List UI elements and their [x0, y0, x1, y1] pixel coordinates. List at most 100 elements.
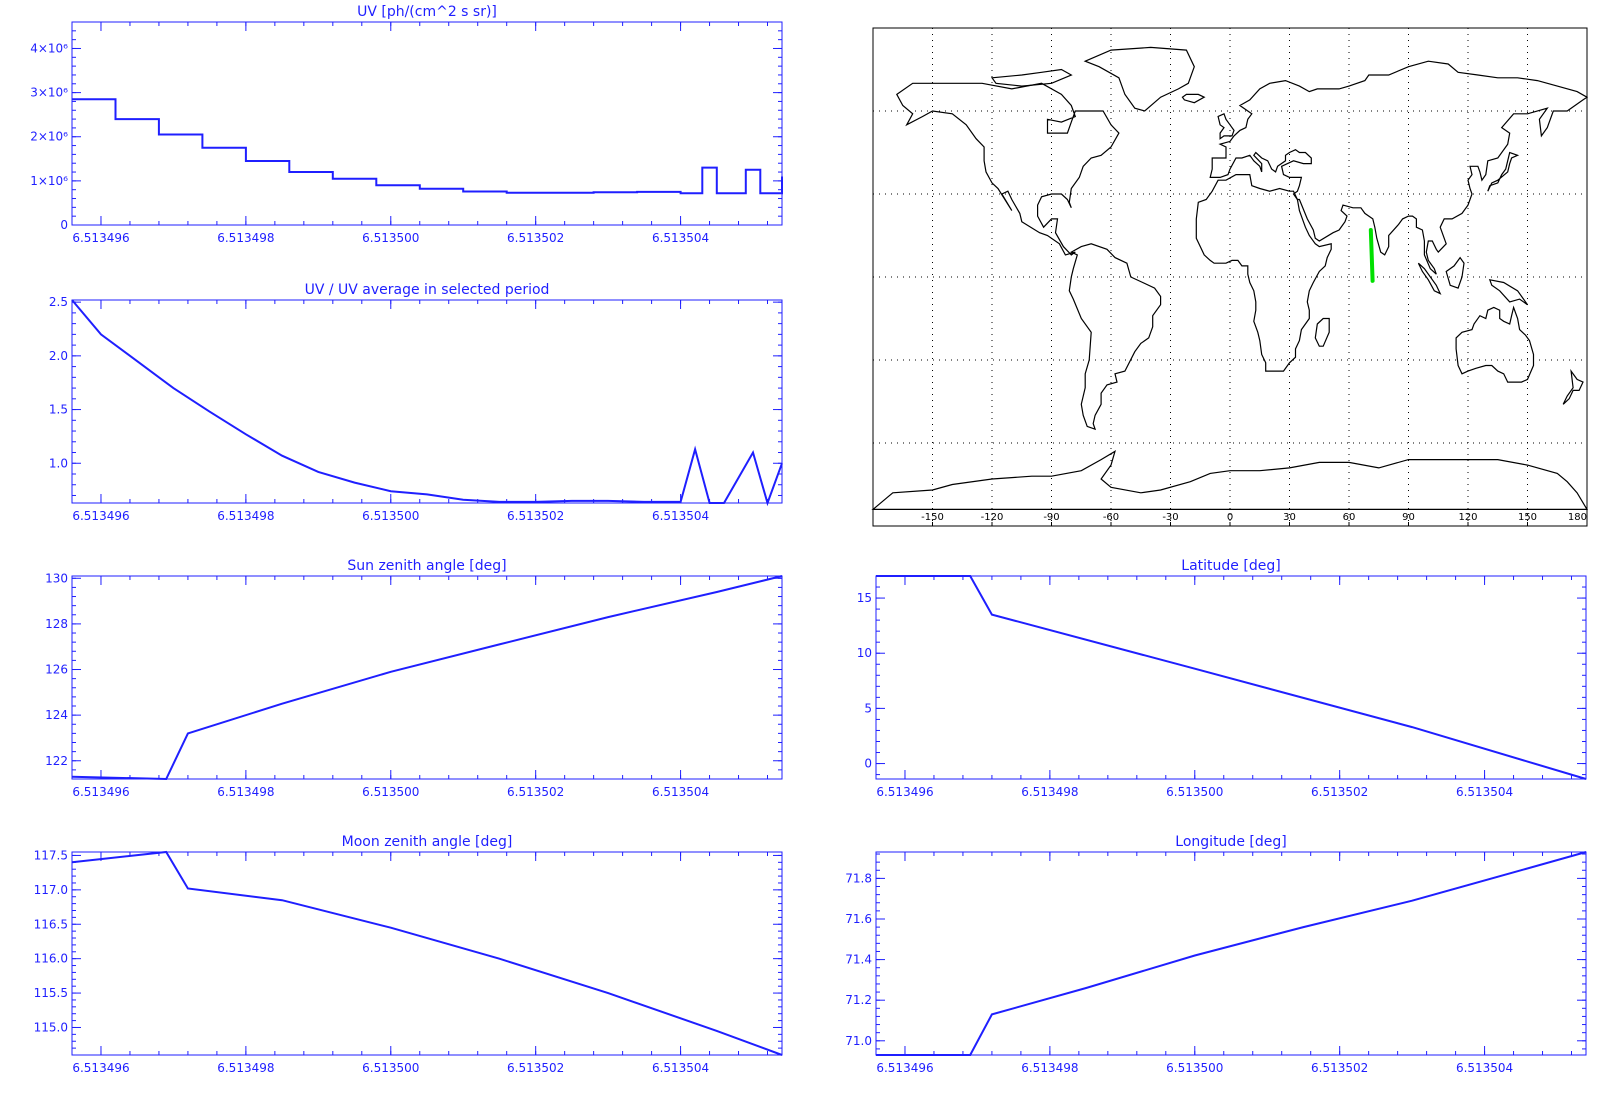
series-line: [71, 850, 783, 1056]
coastline-new-guinea: [1488, 279, 1528, 306]
map-lon-label: 60: [1343, 512, 1356, 523]
coastline-borneo: [1445, 256, 1465, 289]
x-tick-label: 6.513496: [72, 785, 129, 799]
chart-title: UV [ph/(cm^2 s sr)]: [357, 4, 497, 20]
y-tick-label: 0: [864, 757, 872, 771]
map-lon-label: 30: [1283, 512, 1296, 523]
y-tick-label: 116.5: [34, 917, 68, 931]
map-lon-label: -30: [1162, 512, 1178, 523]
y-tick-label: 71.8: [845, 871, 872, 885]
series-line: [71, 299, 783, 507]
y-tick-label: 130: [45, 571, 68, 585]
chart-uv: UV [ph/(cm^2 s sr)] 6.513496 6.513498 6.513…: [30, 4, 783, 245]
coastline-africa: [1195, 174, 1332, 372]
coastline-eurasia: [1209, 60, 1589, 275]
chart-latitude: Latitude [deg] 6.513496 6.513498 6.513500 6.…: [857, 558, 1587, 799]
x-tick-label: 6.513500: [362, 1061, 419, 1075]
chart-title: Longitude [deg]: [1175, 834, 1286, 850]
coastline-new-zealand: [1562, 368, 1584, 405]
y-tick-label: 117.5: [34, 848, 68, 862]
x-tick-label: 6.513504: [652, 231, 709, 245]
y-tick-label: 117.0: [34, 883, 68, 897]
x-tick-label: 6.513498: [217, 785, 274, 799]
world-map: -150 -120 -90 -60 -30 0 30 60 90 120 150 180: [871, 27, 1589, 527]
y-tick-label: 5: [864, 701, 872, 715]
y-tick-label: 2.0: [49, 349, 68, 363]
y-tick-label: 2×10⁶: [30, 130, 68, 144]
coastline-madagascar: [1314, 317, 1330, 347]
x-tick-label: 6.513496: [72, 1061, 129, 1075]
chart-title: Sun zenith angle [deg]: [347, 558, 506, 574]
x-tick-label: 6.513498: [217, 231, 274, 245]
x-tick-label: 6.513496: [72, 231, 129, 245]
chart-title: Latitude [deg]: [1181, 558, 1280, 574]
x-tick-label: 6.513500: [1166, 1061, 1223, 1075]
x-tick-label: 6.513500: [362, 231, 419, 245]
series-line: [71, 575, 783, 781]
x-tick-label: 6.513502: [1311, 1061, 1368, 1075]
map-lon-label: 150: [1518, 512, 1537, 523]
x-tick-label: 6.513500: [362, 509, 419, 523]
x-tick-label: 6.513504: [652, 1061, 709, 1075]
x-tick-label: 6.513502: [507, 231, 564, 245]
y-tick-label: 71.4: [845, 953, 872, 967]
series-line: [876, 851, 1587, 1056]
chart-sun_zenith: Sun zenith angle [deg] 6.513496 6.513498 6.…: [45, 558, 783, 799]
chart-title: UV / UV average in selected period: [305, 282, 550, 298]
x-tick-label: 6.513498: [1021, 1061, 1078, 1075]
y-tick-label: 3×10⁶: [30, 86, 68, 100]
coastline-iceland: [1181, 93, 1206, 104]
x-tick-label: 6.513498: [1021, 785, 1078, 799]
map-lon-label: 0: [1227, 512, 1233, 523]
x-tick-label: 6.513498: [217, 1061, 274, 1075]
coastline-south-america: [1068, 243, 1162, 431]
chart-longitude: Longitude [deg] 6.513496 6.513498 6.513500 6…: [845, 834, 1587, 1075]
x-tick-label: 6.513504: [652, 785, 709, 799]
y-tick-label: 126: [45, 663, 68, 677]
map-lon-label: 180: [1568, 512, 1587, 523]
x-tick-label: 6.513504: [1456, 785, 1513, 799]
coastline-indonesia: [1417, 262, 1442, 295]
map-lon-label: -150: [921, 512, 944, 523]
coastline-uk: [1217, 112, 1235, 140]
plot-frame: [71, 575, 783, 780]
y-tick-label: 2.5: [49, 295, 68, 309]
y-tick-label: 122: [45, 754, 68, 768]
chart-moon_zenith: Moon zenith angle [deg] 6.513496 6.513498 6…: [34, 834, 783, 1075]
y-tick-label: 10: [857, 646, 872, 660]
x-tick-label: 6.513500: [362, 785, 419, 799]
plot-frame: [71, 299, 783, 504]
coastline-north-america: [896, 82, 1120, 256]
x-tick-label: 6.513502: [507, 1061, 564, 1075]
map-lon-label: -90: [1043, 512, 1059, 523]
x-tick-label: 6.513496: [876, 785, 933, 799]
y-tick-label: 1×10⁶: [30, 174, 68, 188]
y-tick-label: 124: [45, 708, 68, 722]
x-tick-label: 6.513504: [1456, 1061, 1513, 1075]
map-lon-label: -120: [981, 512, 1004, 523]
y-tick-label: 71.0: [845, 1034, 872, 1048]
y-tick-label: 0: [60, 218, 68, 232]
coastline-japan: [1487, 151, 1520, 192]
series-line: [876, 575, 1587, 780]
x-tick-label: 6.513500: [1166, 785, 1223, 799]
y-tick-label: 4×10⁶: [30, 41, 68, 55]
y-tick-label: 115.5: [34, 986, 68, 1000]
y-tick-label: 15: [857, 591, 872, 605]
x-tick-label: 6.513502: [1311, 785, 1368, 799]
map-lon-label: 90: [1402, 512, 1415, 523]
series-line: [72, 98, 783, 195]
x-tick-label: 6.513498: [217, 509, 274, 523]
x-tick-label: 6.513502: [507, 785, 564, 799]
coastline-australia: [1455, 305, 1535, 383]
y-tick-label: 1.5: [49, 403, 68, 417]
map-lon-label: -60: [1103, 512, 1119, 523]
x-tick-label: 6.513502: [507, 509, 564, 523]
y-tick-label: 128: [45, 617, 68, 631]
x-tick-label: 6.513496: [72, 509, 129, 523]
plot-frame: [71, 851, 783, 1056]
x-tick-label: 6.513496: [876, 1061, 933, 1075]
coastline-antarctica: [871, 450, 1589, 510]
chart-uv_ratio: UV / UV average in selected period 6.5134…: [49, 282, 783, 523]
